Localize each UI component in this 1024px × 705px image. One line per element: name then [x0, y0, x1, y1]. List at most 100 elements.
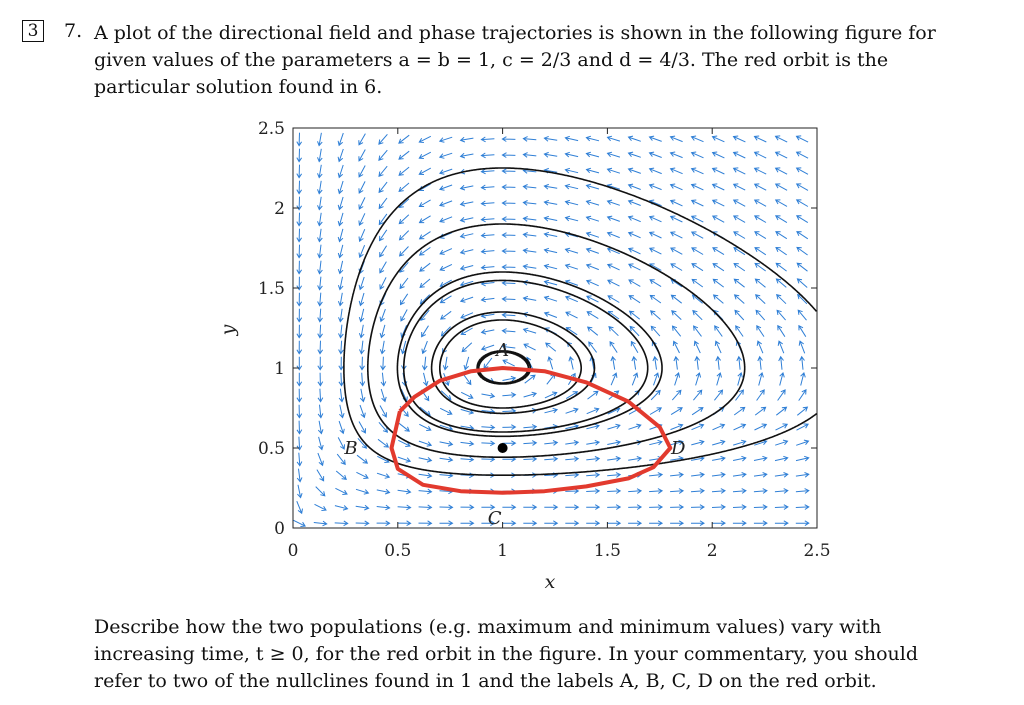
field-arrow: [733, 439, 747, 446]
field-arrow: [398, 150, 410, 160]
field-arrow: [502, 520, 517, 527]
field-arrow: [296, 420, 303, 435]
field-arrow: [712, 439, 726, 446]
field-arrow: [296, 388, 303, 403]
field-arrow: [501, 200, 516, 206]
field-arrow: [398, 246, 409, 257]
field-arrow: [799, 355, 805, 370]
y-tick-label: 2.5: [258, 119, 285, 139]
field-arrow: [795, 199, 809, 207]
field-arrow: [754, 231, 767, 240]
field-arrow: [795, 472, 810, 478]
field-arrow: [543, 183, 558, 190]
field-arrow: [481, 504, 496, 511]
field-arrow: [296, 228, 303, 243]
field-arrow: [543, 215, 558, 222]
field-arrow: [338, 420, 345, 435]
field-arrow: [795, 488, 810, 494]
field-arrow: [670, 520, 685, 527]
field-arrow: [565, 504, 580, 511]
field-arrow: [315, 486, 326, 497]
phase-trajectory: [430, 311, 596, 415]
field-arrow: [754, 423, 768, 431]
field-arrow: [398, 166, 410, 176]
field-arrow: [732, 504, 747, 510]
field-arrow: [376, 472, 391, 479]
field-arrow: [358, 165, 366, 178]
field-arrow: [774, 520, 789, 527]
field-arrow: [732, 455, 747, 462]
field-arrow: [607, 279, 620, 287]
field-arrow: [334, 505, 349, 511]
field-arrow: [753, 472, 768, 478]
field-arrow: [565, 407, 579, 414]
question-intro: A plot of the directional field and phas…: [94, 22, 936, 98]
field-arrow: [774, 135, 788, 143]
field-arrow: [669, 151, 683, 159]
field-arrow: [649, 407, 663, 415]
field-arrow: [778, 355, 784, 370]
field-arrow: [669, 135, 683, 143]
field-arrow: [358, 149, 366, 162]
field-arrow: [379, 324, 386, 339]
field-arrow: [795, 455, 810, 462]
field-arrow: [733, 231, 746, 239]
field-arrow: [564, 263, 579, 270]
field-arrow: [586, 407, 600, 415]
field-arrow: [338, 324, 344, 339]
field-arrow: [648, 231, 662, 239]
field-arrow: [796, 406, 809, 416]
field-arrow: [338, 340, 344, 355]
field-arrow: [359, 388, 366, 403]
field-arrow: [757, 355, 763, 370]
field-arrow: [543, 279, 558, 286]
field-arrow: [690, 135, 704, 143]
field-arrow: [338, 372, 345, 387]
field-arrow: [585, 151, 600, 158]
field-arrow: [779, 371, 785, 386]
field-arrow: [650, 389, 661, 401]
field-arrow: [627, 231, 641, 239]
field-arrow: [756, 389, 765, 401]
field-arrow: [732, 472, 747, 478]
field-arrow: [628, 279, 641, 287]
field-arrow: [378, 165, 388, 177]
field-arrow: [774, 183, 788, 191]
field-arrow: [313, 520, 328, 527]
field-arrow: [711, 472, 726, 478]
field-arrow: [586, 295, 599, 303]
field-arrow: [606, 263, 620, 271]
field-arrow: [732, 215, 746, 223]
field-arrow: [438, 184, 453, 191]
field-arrow: [586, 520, 601, 527]
orbit-point-labels: A B C D: [343, 340, 686, 529]
field-arrow: [609, 340, 618, 353]
field-arrow: [628, 488, 643, 494]
field-arrow: [585, 199, 600, 206]
field-arrow: [337, 132, 344, 147]
field-arrow: [378, 229, 388, 242]
field-arrow: [544, 391, 558, 399]
field-arrow: [711, 520, 726, 527]
field-arrow: [627, 151, 641, 158]
field-arrow: [628, 520, 643, 527]
field-arrow: [337, 292, 344, 307]
field-arrow: [732, 151, 746, 159]
field-arrow: [418, 440, 433, 447]
field-arrow: [379, 308, 386, 323]
field-arrow: [714, 340, 722, 354]
field-arrow: [459, 249, 474, 255]
field-arrow: [296, 452, 303, 467]
field-arrow: [586, 472, 601, 478]
field-arrow: [649, 294, 662, 304]
field-arrow: [628, 423, 642, 430]
field-arrow: [716, 372, 722, 386]
field-arrow: [607, 439, 622, 446]
field-arrow: [317, 420, 324, 435]
x-tick-label: 2.5: [803, 541, 830, 561]
field-arrow: [606, 135, 621, 142]
field-arrow: [380, 356, 386, 371]
field-arrow: [336, 453, 346, 466]
field-arrow: [774, 472, 789, 478]
field-arrow: [480, 152, 495, 159]
